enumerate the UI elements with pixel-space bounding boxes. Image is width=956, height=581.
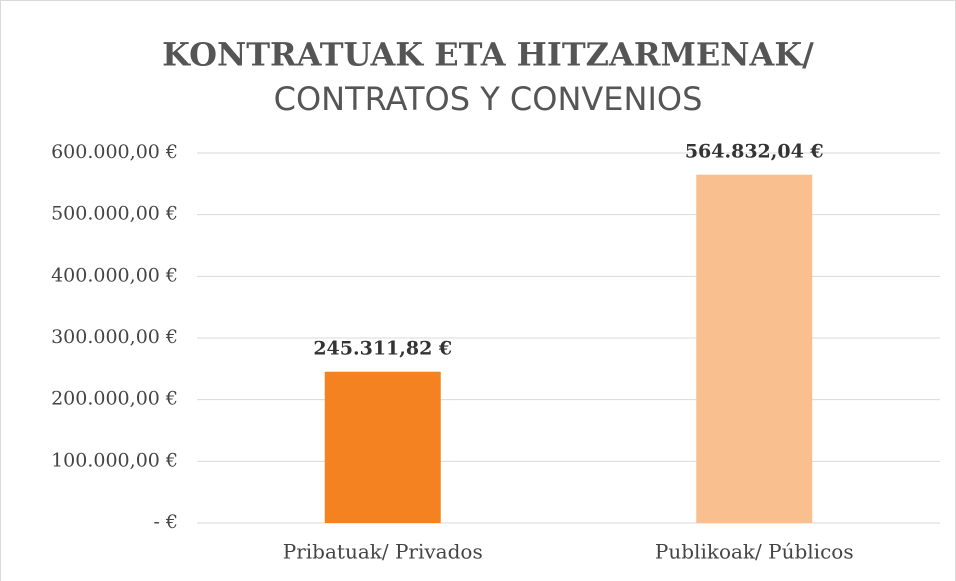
bar: [696, 174, 813, 524]
y-tick-label: - €: [153, 511, 178, 533]
y-tick-label: 300.000,00 €: [51, 326, 178, 348]
y-tick-label: 100.000,00 €: [51, 449, 178, 471]
x-tick-label: Pribatuak/ Privados: [283, 540, 483, 564]
x-tick-label: Publikoak/ Públicos: [655, 540, 854, 564]
bar: [324, 371, 441, 523]
chart-title: KONTRATUAK ETA HITZARMENAK/: [162, 36, 814, 74]
chart-subtitle: CONTRATOS Y CONVENIOS: [274, 80, 703, 118]
value-label: 245.311,82 €: [313, 338, 452, 360]
y-tick-label: 600.000,00 €: [51, 141, 178, 163]
y-tick-label: 400.000,00 €: [51, 264, 178, 286]
y-tick-label: 200.000,00 €: [51, 388, 178, 410]
value-label: 564.832,04 €: [685, 141, 824, 163]
y-tick-label: 500.000,00 €: [51, 203, 178, 225]
